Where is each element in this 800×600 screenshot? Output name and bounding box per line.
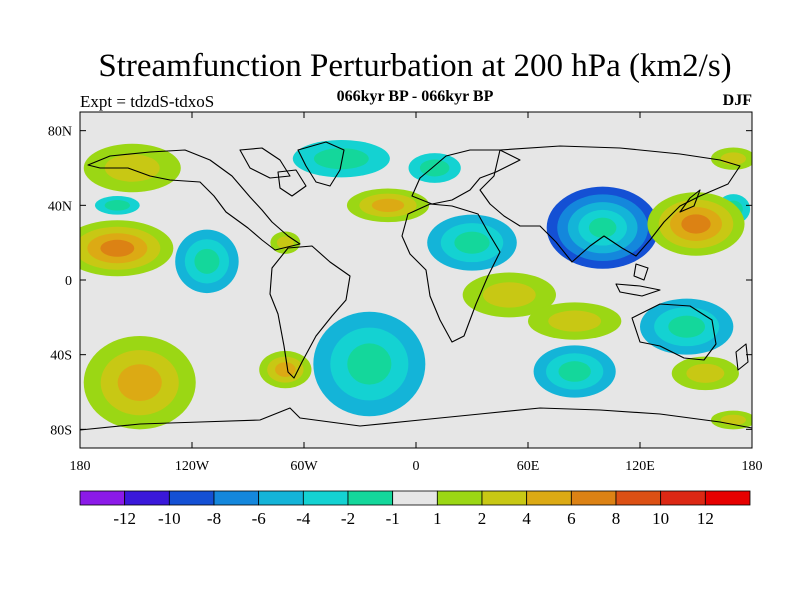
coast-africa [401, 203, 501, 343]
colorbar-label-4: -4 [296, 509, 311, 528]
contour-field-6-level-2 [371, 198, 405, 212]
y-tick-label-4: 80S [50, 423, 72, 438]
y-tick-label-0: 80N [48, 125, 72, 140]
contour-field-16-level-2 [347, 343, 392, 385]
coast-europe [411, 149, 521, 205]
colorbar-box-6 [347, 490, 394, 506]
contour-field-5-level-1 [313, 148, 369, 170]
x-tick-label-3: 0 [413, 459, 420, 474]
coast-greenland [297, 141, 345, 187]
colorbar-box-9 [481, 490, 528, 506]
colorbar-label-8: 2 [478, 509, 487, 528]
period-label: 066kyr BP - 066kyr BP [336, 88, 494, 105]
colorbar-label-2: -8 [207, 509, 221, 528]
coast-north-america [87, 149, 301, 251]
colorbar-label-13: 12 [697, 509, 714, 528]
colorbar-box-0 [79, 490, 126, 506]
contour-field-21-level-1 [720, 414, 746, 426]
contour-field-18-level-2 [558, 361, 591, 382]
coast-australia [631, 303, 717, 361]
chart-title: Streamfunction Perturbation at 200 hPa (… [98, 48, 732, 84]
contour-field-20-level-1 [686, 363, 725, 383]
x-tick-label-5: 120E [625, 459, 655, 474]
colorbar-box-8 [436, 490, 483, 506]
colorbar-box-14 [704, 490, 751, 506]
contour-field-2-level-1 [104, 200, 130, 211]
colorbar-box-2 [168, 490, 215, 506]
contour-field-4-level-1 [276, 236, 294, 249]
contour-field-0-level-3 [100, 239, 135, 257]
contour-field-12-level-3 [681, 214, 711, 234]
colorbar-label-3: -6 [252, 509, 266, 528]
coast-antarctica [80, 407, 752, 431]
contour-field-13-level-1 [482, 282, 536, 308]
colorbar-box-5 [302, 490, 349, 506]
coast-arctic-canada [239, 147, 307, 197]
x-tick-label-2: 60W [290, 459, 318, 474]
x-tick-label-0: 180 [70, 459, 91, 474]
contour-field-3-level-2 [194, 248, 220, 274]
contour-field-11-level-4 [588, 217, 617, 238]
coast-new-zealand [735, 343, 749, 371]
colorbar-label-5: -2 [341, 509, 355, 528]
colorbar-label-0: -12 [113, 509, 136, 528]
colorbar: -12 -10 -8 -6 -4 -2 -1 1 2 4 6 8 10 12 [79, 490, 751, 528]
contour-field-9-level-1 [720, 152, 746, 165]
colorbar-label-7: 1 [433, 509, 442, 528]
coast-south-america [269, 245, 351, 379]
colorbar-box-3 [213, 490, 260, 506]
contour-field-14-level-1 [548, 310, 602, 332]
contour-field-19-level-2 [668, 315, 706, 338]
contour-field-17-level-2 [275, 362, 296, 377]
colorbar-box-11 [570, 490, 617, 506]
x-tick-label-1: 120W [175, 459, 210, 474]
y-tick-label-2: 0 [65, 274, 72, 289]
season-label: DJF [722, 92, 752, 109]
x-tick-label-6: 180 [742, 459, 763, 474]
x-tick-label-4: 60E [517, 459, 540, 474]
colorbar-box-7 [392, 490, 438, 506]
colorbar-label-11: 8 [612, 509, 621, 528]
contour-field-15-level-2 [117, 364, 162, 402]
coastlines [80, 141, 752, 431]
colorbar-label-1: -10 [158, 509, 181, 528]
colorbar-box-1 [124, 490, 170, 506]
coast-japan [679, 189, 701, 213]
coast-asia [479, 145, 741, 263]
colorbar-label-10: 6 [567, 509, 576, 528]
coast-indonesia [615, 263, 661, 297]
y-tick-label-1: 40N [48, 199, 72, 214]
colorbar-box-4 [258, 490, 304, 506]
contour-field-8-level-2 [454, 231, 490, 254]
experiment-label: Expt = tdzdS-tdxoS [80, 92, 215, 111]
map-axes: 180 120W 60W 0 60E 120E 180 80N 40N 0 40S 80S [48, 112, 763, 474]
colorbar-box-10 [526, 490, 572, 506]
y-tick-label-3: 40S [50, 349, 72, 364]
contour-fields [80, 140, 752, 430]
colorbar-label-9: 4 [522, 509, 531, 528]
colorbar-label-12: 10 [652, 509, 669, 528]
colorbar-box-13 [660, 490, 706, 506]
colorbar-box-12 [615, 490, 662, 506]
colorbar-label-6: -1 [386, 509, 400, 528]
